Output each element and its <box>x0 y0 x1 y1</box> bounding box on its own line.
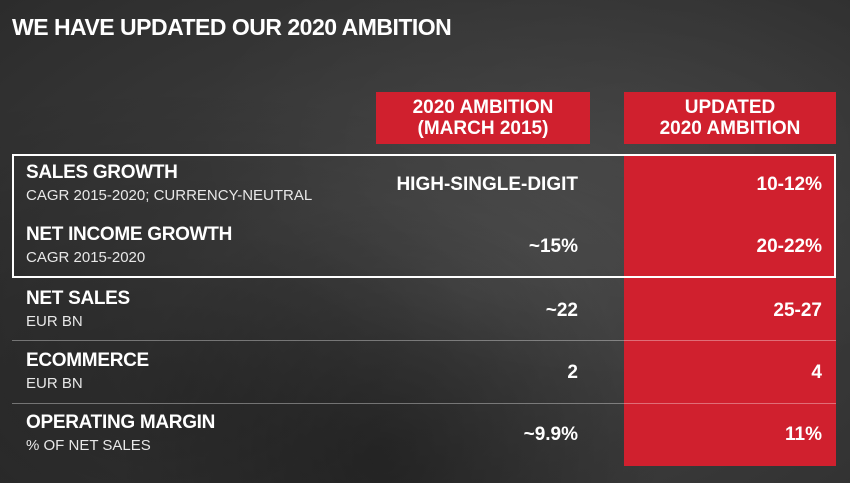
row-sublabel: CAGR 2015-2020 <box>26 249 146 266</box>
page-title: WE HAVE UPDATED OUR 2020 AMBITION <box>12 14 452 40</box>
row-divider <box>12 340 836 341</box>
row-label: SALES GROWTH <box>26 162 178 183</box>
table-row-sales-growth: SALES GROWTH CAGR 2015-2020; CURRENCY-NE… <box>0 154 850 216</box>
row-ambition-value: 2 <box>567 362 578 383</box>
row-divider <box>12 403 836 404</box>
row-sublabel: CAGR 2015-2020; CURRENCY-NEUTRAL <box>26 187 313 204</box>
table-row-net-income-growth: NET INCOME GROWTH CAGR 2015-2020 ~15% 20… <box>0 216 850 278</box>
row-ambition-value: ~22 <box>545 300 578 321</box>
header-2020-ambition-line2: (MARCH 2015) <box>417 118 549 139</box>
row-label: NET SALES <box>26 288 130 309</box>
row-label: OPERATING MARGIN <box>26 412 216 433</box>
row-updated-value: 4 <box>811 362 822 383</box>
row-ambition-value: ~9.9% <box>523 424 578 445</box>
table-row-operating-margin: OPERATING MARGIN % OF NET SALES ~9.9% 11… <box>0 404 850 466</box>
header-2020-ambition: 2020 AMBITION (MARCH 2015) <box>376 92 590 144</box>
row-sublabel: EUR BN <box>26 313 83 330</box>
row-updated-value: 10-12% <box>756 174 823 195</box>
row-updated-value: 11% <box>785 424 822 445</box>
header-updated-ambition-line1: UPDATED <box>684 97 776 118</box>
updated-ambition-column <box>624 154 836 466</box>
header-updated-ambition-line2: 2020 AMBITION <box>659 118 801 139</box>
header-2020-ambition-line1: 2020 AMBITION <box>412 97 554 118</box>
row-label: NET INCOME GROWTH <box>26 224 232 245</box>
row-sublabel: EUR BN <box>26 375 83 392</box>
row-ambition-value: HIGH-SINGLE-DIGIT <box>396 174 578 195</box>
table-row-ecommerce: ECOMMERCE EUR BN 2 4 <box>0 342 850 404</box>
row-updated-value: 25-27 <box>773 300 822 321</box>
highlight-box <box>12 154 836 278</box>
row-updated-value: 20-22% <box>756 236 823 257</box>
table-row-net-sales: NET SALES EUR BN ~22 25-27 <box>0 280 850 342</box>
header-updated-ambition: UPDATED 2020 AMBITION <box>624 92 836 144</box>
row-sublabel: % OF NET SALES <box>26 437 151 454</box>
row-ambition-value: ~15% <box>528 236 578 257</box>
row-label: ECOMMERCE <box>26 350 149 371</box>
